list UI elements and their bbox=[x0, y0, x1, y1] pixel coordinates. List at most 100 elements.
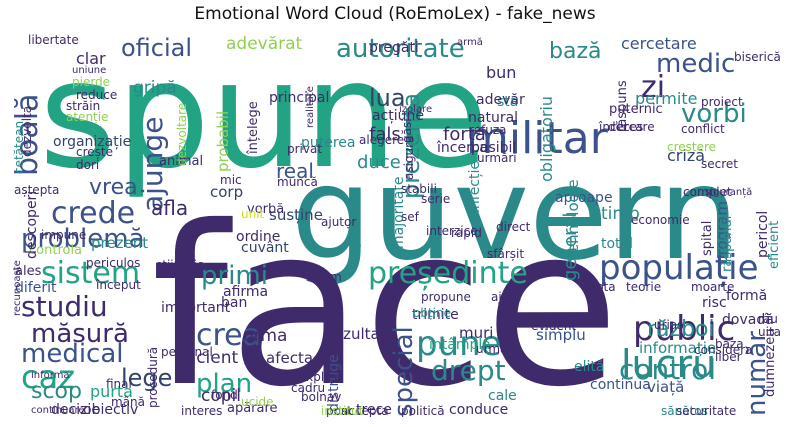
word-cloud-word: apărare bbox=[227, 401, 278, 416]
word-cloud-word: regim bbox=[307, 270, 342, 284]
word-cloud-word: încercare bbox=[599, 120, 655, 134]
word-cloud-word: dezvolta bbox=[20, 105, 34, 157]
word-cloud-word: principal bbox=[269, 90, 330, 106]
word-cloud-word: guvern bbox=[291, 140, 740, 289]
word-cloud-word: post bbox=[326, 404, 352, 417]
word-cloud-word: trimite bbox=[412, 307, 459, 323]
word-cloud-word: dovadă bbox=[722, 312, 774, 328]
word-cloud-word: acțiune bbox=[372, 108, 425, 124]
word-cloud-word: militar bbox=[466, 113, 608, 164]
word-cloud-word: recunoaște bbox=[12, 260, 23, 316]
word-cloud-word: impune bbox=[41, 228, 87, 242]
word-cloud-word: încerca bbox=[437, 140, 488, 156]
word-cloud-word: sistem bbox=[41, 256, 141, 291]
word-cloud-word: posibil bbox=[471, 140, 517, 156]
word-cloud-word: face bbox=[151, 179, 620, 417]
word-cloud-word: aștepta bbox=[14, 183, 60, 197]
word-cloud-word: deces bbox=[608, 120, 644, 134]
word-cloud-word: râu bbox=[758, 312, 778, 326]
word-cloud-word: dezvoltare bbox=[175, 102, 189, 166]
word-cloud-word: real bbox=[276, 159, 314, 183]
word-cloud-word: public bbox=[633, 309, 736, 349]
word-cloud-word: interzice bbox=[426, 224, 478, 238]
word-cloud-word: aproape bbox=[555, 190, 613, 206]
word-cloud-word: purta bbox=[90, 382, 133, 401]
word-cloud-word: științific bbox=[156, 258, 204, 272]
word-cloud-word: decizie bbox=[51, 402, 100, 417]
word-cloud-word: ban bbox=[221, 295, 248, 311]
word-cloud-word: crede bbox=[51, 196, 136, 231]
word-cloud-word: lupta bbox=[585, 280, 616, 294]
word-cloud-word: vorbă bbox=[247, 202, 285, 217]
word-cloud-word: proiect bbox=[701, 95, 743, 109]
word-cloud-word: formă bbox=[726, 288, 768, 304]
word-cloud-word: afla bbox=[151, 196, 189, 220]
word-cloud-word: biserică bbox=[734, 50, 781, 64]
word-cloud-word: natural bbox=[468, 110, 519, 126]
word-cloud-word: organizație bbox=[53, 134, 132, 150]
word-cloud-word: forță bbox=[443, 124, 486, 145]
word-cloud-word: afirma bbox=[223, 284, 269, 300]
word-cloud-word: pune bbox=[416, 324, 502, 364]
word-cloud-word: securitate bbox=[676, 404, 737, 417]
word-cloud-word: asigura bbox=[402, 135, 416, 180]
word-cloud-word: urias bbox=[654, 318, 684, 332]
word-cloud-word: economie bbox=[631, 213, 690, 227]
word-cloud-word: președinte bbox=[368, 256, 528, 291]
word-cloud-word: întâmpla bbox=[429, 337, 491, 353]
word-cloud-word: autoritate bbox=[336, 34, 465, 64]
word-cloud: spune guvern face militar sistem crede problem… bbox=[11, 31, 781, 417]
word-cloud-word: bolnav bbox=[301, 390, 342, 404]
word-cloud-word: urmări bbox=[477, 151, 517, 165]
word-cloud-word: bază bbox=[549, 39, 602, 64]
word-cloud-word: rezultat bbox=[328, 325, 386, 343]
word-cloud-word: puternic bbox=[609, 102, 663, 117]
word-cloud-word: medical bbox=[21, 339, 124, 369]
word-cloud-word: control bbox=[619, 353, 717, 386]
word-cloud-word: cuvânt bbox=[241, 240, 289, 256]
word-cloud-word: obligatoriu bbox=[537, 95, 556, 182]
word-cloud-word: teorie bbox=[626, 280, 662, 294]
word-cloud-word: adevărat bbox=[226, 34, 303, 54]
word-cloud-word: lucru bbox=[621, 342, 717, 386]
word-cloud-word: institut bbox=[321, 404, 364, 417]
word-cloud-word: conflict bbox=[681, 122, 725, 136]
word-cloud-word: obiectiv bbox=[83, 402, 139, 417]
word-cloud-word: baza bbox=[715, 337, 744, 351]
word-cloud-word: clar bbox=[76, 49, 106, 68]
word-cloud-word: afecta bbox=[266, 349, 314, 367]
word-cloud-word: uniune bbox=[72, 65, 107, 76]
word-cloud-word: tehnologie bbox=[564, 179, 582, 259]
word-cloud-word: informație bbox=[639, 339, 717, 357]
word-cloud-word: pacient bbox=[175, 348, 239, 368]
word-cloud-word: lua bbox=[369, 84, 406, 112]
word-cloud-word: elită bbox=[574, 359, 605, 375]
word-cloud-word: direct bbox=[496, 220, 531, 234]
word-cloud-word: gripă bbox=[133, 78, 177, 98]
word-cloud-word: crește bbox=[76, 145, 113, 159]
word-cloud-word: primi bbox=[201, 261, 268, 291]
word-cloud-word: simplu bbox=[536, 326, 586, 344]
word-cloud-word: siguranță bbox=[705, 187, 753, 198]
word-cloud-word: alegere bbox=[359, 133, 405, 147]
word-cloud-word: război bbox=[647, 317, 715, 342]
word-cloud-word: adevăr bbox=[476, 92, 525, 108]
word-cloud-word: dori bbox=[76, 158, 100, 172]
word-cloud-word: sef bbox=[401, 210, 419, 224]
word-cloud-word: viață bbox=[647, 378, 685, 396]
word-cloud-word: infecție bbox=[467, 161, 483, 213]
word-cloud-word: măsură bbox=[31, 319, 129, 349]
word-cloud-word: studiu bbox=[21, 290, 108, 323]
word-cloud-word: secret bbox=[701, 157, 738, 171]
word-cloud-word: descoperi bbox=[24, 190, 40, 259]
word-cloud-word: rapid bbox=[451, 226, 482, 240]
word-cloud-word: scop bbox=[31, 379, 82, 404]
word-cloud-word: vorbi bbox=[681, 99, 747, 129]
word-cloud-word: uita bbox=[758, 325, 781, 339]
word-cloud-word: informa bbox=[31, 370, 70, 381]
word-cloud-word: cercetare bbox=[621, 34, 697, 53]
word-cloud-word: pregăti bbox=[369, 40, 419, 56]
word-cloud-word: duce bbox=[357, 152, 401, 173]
word-cloud-word: zi bbox=[641, 70, 666, 105]
word-cloud-word: conduce bbox=[449, 402, 509, 417]
